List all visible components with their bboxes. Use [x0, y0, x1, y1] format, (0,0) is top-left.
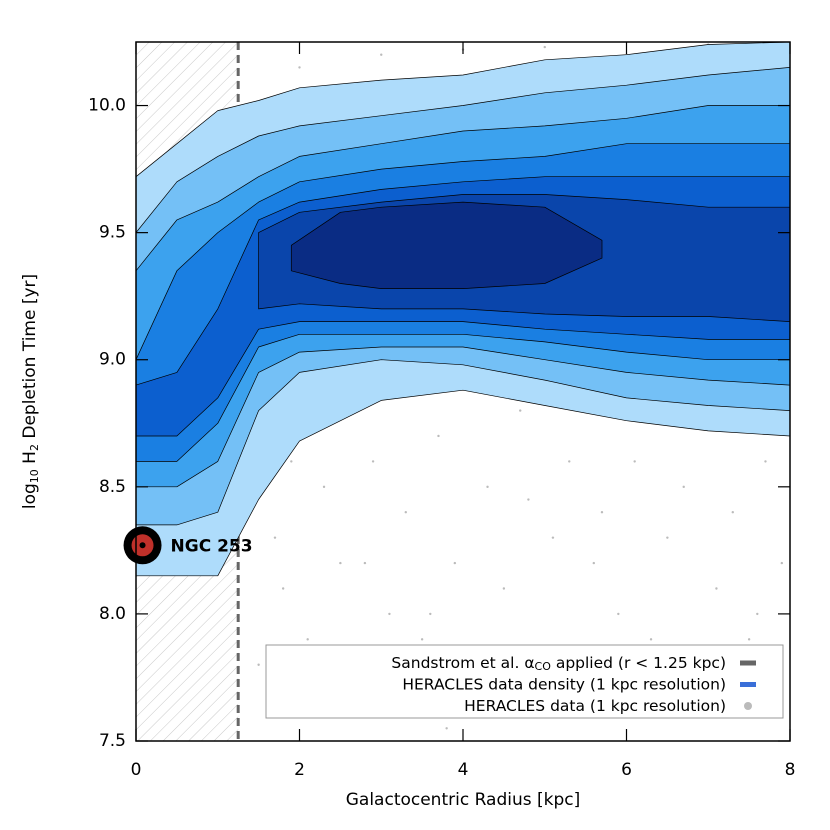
y-axis-label-part: 2 [28, 444, 41, 451]
scatter-point [445, 727, 448, 730]
x-tick-label: 0 [131, 760, 142, 780]
legend-label: HERACLES data density (1 kpc resolution) [402, 675, 726, 693]
scatter-point [290, 460, 293, 463]
y-axis-label-part: 10 [28, 469, 41, 483]
scatter-point [633, 460, 636, 463]
scatter-point [527, 498, 530, 501]
scatter-point [682, 485, 685, 489]
scatter-point [551, 536, 555, 539]
x-axis-label: Galactocentric Radius [kpc] [346, 790, 581, 810]
y-axis-label-part: H [20, 451, 40, 469]
y-axis-label: log10 H2 Depletion Time [yr] [20, 274, 41, 509]
scatter-point [363, 561, 367, 565]
marker-dot [139, 542, 146, 549]
legend-swatch [744, 702, 752, 710]
scatter-point [257, 663, 260, 666]
scatter-point [453, 561, 457, 565]
scatter-point [502, 587, 506, 590]
scatter-point [756, 612, 759, 616]
scatter-point [519, 409, 522, 412]
scatter-point [649, 638, 653, 641]
scatter-point [543, 45, 546, 49]
scatter-point [568, 460, 571, 463]
scatter-point [764, 460, 767, 463]
scatter-point [429, 612, 432, 616]
x-tick-label: 8 [785, 760, 796, 780]
y-tick-label: 9.0 [99, 350, 126, 370]
scatter-point [306, 638, 309, 641]
scatter-point [273, 536, 277, 539]
legend-label-part: Sandstrom et al. α [391, 654, 534, 672]
y-tick-label: 7.5 [99, 731, 126, 751]
x-tick-label: 2 [294, 760, 305, 780]
y-tick-label: 8.5 [99, 477, 126, 497]
scatter-point [666, 536, 669, 539]
scatter-point [600, 511, 604, 514]
legend-label-part: applied (r < 1.25 kpc) [551, 654, 726, 672]
marker-label: NGC 253 [171, 536, 253, 556]
y-tick-label: 9.5 [99, 223, 126, 243]
legend-box [265, 644, 784, 719]
y-tick-label: 8.0 [99, 604, 126, 624]
scatter-point [339, 561, 342, 565]
legend-label: HERACLES data (1 kpc resolution) [464, 697, 726, 715]
scatter-point [404, 511, 407, 514]
scatter-point [731, 511, 734, 514]
y-axis-label-part: log [20, 483, 40, 509]
scatter-point [380, 53, 383, 56]
contour-level [290, 201, 603, 289]
scatter-point [780, 561, 784, 565]
legend-label-part: CO [535, 660, 552, 673]
scatter-point [592, 561, 595, 565]
legend-swatch [740, 682, 756, 687]
scatter-point [371, 460, 375, 463]
y-axis-label-part: Depletion Time [yr] [20, 274, 40, 444]
y-tick-label: 10.0 [88, 96, 126, 116]
scatter-point [298, 66, 301, 69]
x-tick-label: 6 [621, 760, 632, 780]
scatter-point [420, 638, 424, 641]
scatter-point [388, 612, 391, 616]
legend-label-part: HERACLES data density (1 kpc resolution) [402, 675, 726, 693]
legend-label: Sandstrom et al. αCO applied (r < 1.25 k… [391, 654, 726, 674]
x-tick-label: 4 [458, 760, 469, 780]
scatter-point [486, 485, 489, 489]
scatter-point [281, 587, 285, 590]
scatter-point [322, 485, 326, 489]
legend-swatch [740, 660, 756, 666]
scatter-point [617, 612, 620, 616]
scatter-point [437, 434, 440, 438]
scatter-point [715, 587, 718, 590]
scatter-point [747, 638, 751, 641]
legend-label-part: HERACLES data (1 kpc resolution) [464, 697, 726, 715]
